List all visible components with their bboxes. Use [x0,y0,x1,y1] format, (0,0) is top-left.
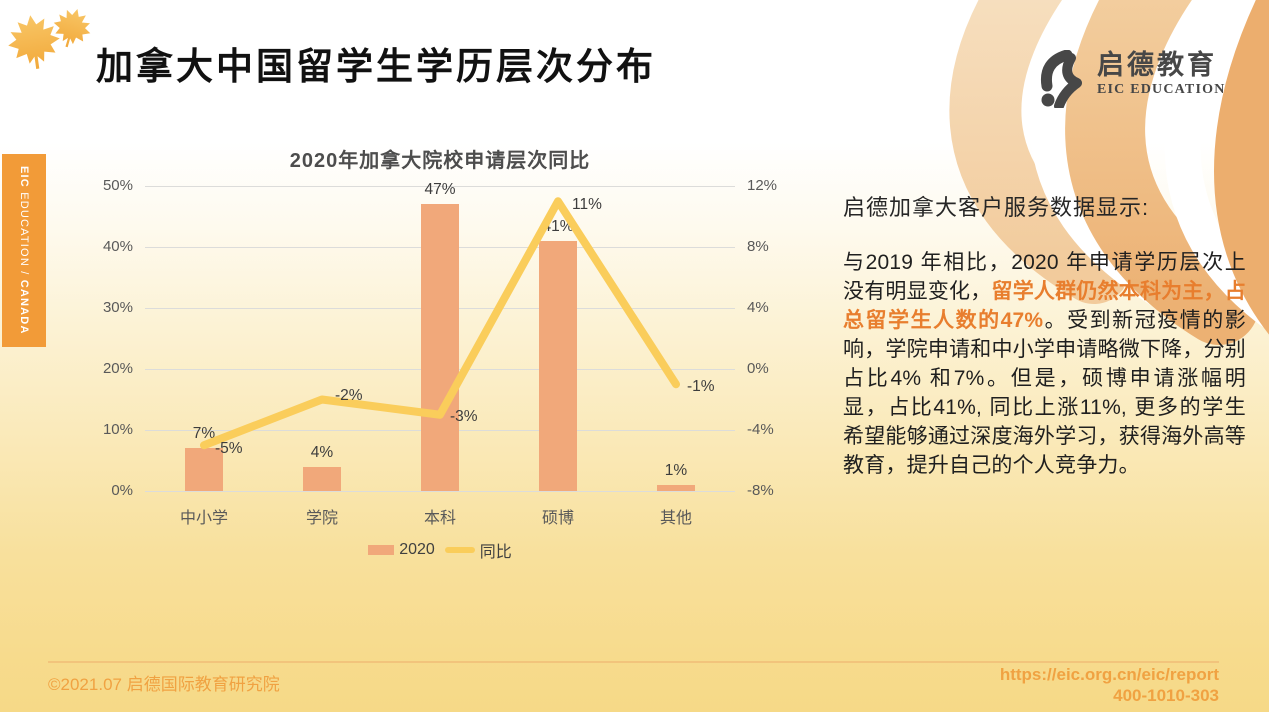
axis-tick-right: 4% [747,299,769,316]
trend-line [200,197,680,450]
gridline [145,490,735,492]
axis-tick-left: 20% [102,360,133,377]
line-value-label: -3% [450,407,478,425]
ribbon-eic: EIC [18,166,30,188]
legend-item-同比: 同比 [444,538,512,562]
page-title: 加拿大中国留学生学历层次分布 [96,46,656,87]
axis-tick-right: 12% [747,177,778,194]
axis-tick-left: 40% [102,238,133,255]
category-label-中小学: 中小学 [179,510,228,527]
bar-本科 [421,204,459,491]
line-value-label: -5% [215,440,243,458]
category-label-学院: 学院 [305,510,338,527]
legend-label: 同比 [479,544,512,561]
chart-legend: 2020 同比 [145,538,735,562]
footer-url[interactable]: https://eic.org.cn/eic/report [999,665,1219,684]
line-value-label: -1% [687,378,715,396]
footer-copyright: ©2021.07 启德国际教育研究院 [48,675,280,694]
legend-line-swatch [444,547,475,553]
eic-logo-mark-icon [1040,50,1082,108]
bar-value-label: 47% [424,181,456,199]
axis-tick-left: 0% [111,482,133,499]
maple-leaf-large [8,15,60,69]
chart-plot-area: 50% 12% 40% 8% 30% 4% 20% 0% 10% -4% 0% -8% 7% 4% 47% 4… [103,177,777,527]
axis-tick-right: -4% [747,421,774,438]
bar-value-label: 7% [192,425,216,443]
footer-divider [48,661,1219,663]
legend-item-2020: 2020 [368,541,435,559]
bar-value-label: 4% [310,443,334,461]
axis-tick-left: 50% [102,177,133,194]
swirl-decoration [949,0,1269,345]
side-ribbon: EIC EDUCATION / CANADA [2,154,46,347]
category-label-本科: 本科 [423,510,456,527]
legend-label: 2020 [399,541,435,558]
bar-学院 [303,466,341,491]
gridline [145,185,735,187]
bar-中小学 [185,448,223,491]
line-value-label: -2% [335,386,363,404]
axis-tick-right: 8% [747,238,769,255]
line-value-label: 11% [572,196,602,214]
bar-其他 [657,484,695,491]
insight-highlight: 留学人群仍然本科为主，占总留学生人数的47% [843,280,1246,332]
side-ribbon-label: EIC EDUCATION / CANADA [18,154,30,347]
ribbon-education: EDUCATION / [18,187,30,280]
insight-heading: 启德加拿大客户服务数据显示: [843,195,1150,220]
legend-bar-swatch [368,545,395,555]
logo-name-cn: 启德教育 [1097,50,1217,80]
axis-tick-left: 30% [102,299,133,316]
bar-value-label: 1% [664,461,688,479]
ribbon-canada: CANADA [18,279,30,335]
eic-logo: 启德教育 EIC EDUCATION [1035,50,1226,108]
footer-contact: https://eic.org.cn/eic/report 400-1010-3… [1000,664,1219,706]
trend-line-layer [200,197,680,450]
footer-phone: 400-1010-303 [1113,686,1219,705]
insight-text-1: 与2019 年相比，2020 年申请学历层次上没有明显变化， [843,251,1246,303]
maple-leaves-icon [8,9,91,69]
insight-panel: 启德加拿大客户服务数据显示: 与2019 年相比，2020 年申请学历层次上没有… [843,193,1246,480]
category-label-其他: 其他 [659,510,692,527]
insight-paragraph: 与2019 年相比，2020 年申请学历层次上没有明显变化，留学人群仍然本科为主… [843,248,1246,480]
axis-tick-right: -8% [747,482,774,499]
axis-tick-right: 0% [747,360,769,377]
logo-name-en: EIC EDUCATION [1097,82,1226,97]
category-label-硕博: 硕博 [541,510,574,527]
maple-leaf-small [53,9,91,48]
axis-tick-left: 10% [102,421,133,438]
insight-text-2: 。受到新冠疫情的影响，学院申请和中小学申请略微下降，分别占比4% 和7%。但是，… [843,309,1246,477]
bar-硕博 [539,240,577,491]
combo-chart: 2020年加拿大院校申请层次同比 50% 12% 40% 8% 30% 4% 20% 0% 10… [95,140,785,570]
chart-title: 2020年加拿大院校申请层次同比 [289,150,591,172]
